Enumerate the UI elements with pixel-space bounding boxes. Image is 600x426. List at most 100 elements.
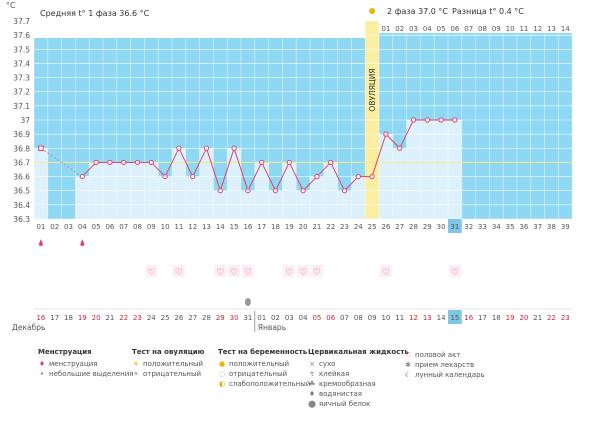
- egg-white-icon: [244, 298, 251, 306]
- grey-sun-icon: ☀: [132, 370, 140, 378]
- cycle-day-label: 29: [423, 223, 432, 231]
- series-segment: [233, 148, 249, 191]
- y-tick-label: 36.5: [13, 187, 30, 196]
- y-tick-label: 36.9: [13, 130, 30, 139]
- cycle-day-label: 35: [506, 223, 515, 231]
- cycle-day-label: 34: [492, 223, 501, 231]
- month-label-start: Декабрь: [12, 323, 45, 332]
- calendar-date-label: 05: [312, 314, 321, 322]
- y-tick-label: 37.2: [13, 88, 30, 97]
- legend-mucus-dry-item: × сухо: [309, 360, 336, 368]
- top-day-label: 05: [437, 25, 446, 33]
- half-circle-icon: ◐: [218, 380, 226, 388]
- temperature-column: [434, 120, 448, 219]
- calendar-date-label: 20: [519, 314, 528, 322]
- temperature-column: [34, 148, 48, 219]
- legend-mucus-sticky-item: τ клейкая: [309, 370, 350, 378]
- today-date-highlight: [448, 310, 462, 324]
- top-day-label: 06: [450, 25, 459, 33]
- temperature-column: [351, 176, 366, 219]
- calendar-date-label: 09: [368, 314, 377, 322]
- heart-icon: ♡: [382, 268, 390, 278]
- calendar-date-label: 21: [105, 314, 114, 322]
- heart-icon: ♡: [299, 268, 307, 278]
- legend-mucus-eggwhite-item: ⬤ яичный белок: [308, 400, 371, 408]
- data-point: [383, 131, 389, 137]
- series-segment: [40, 147, 83, 177]
- cycle-day-label: 07: [119, 223, 128, 231]
- y-tick-label: 37.5: [13, 45, 30, 54]
- heart-icon-cell: [214, 265, 227, 277]
- legend-ovulation-positive-item: ☀ положительный: [132, 360, 204, 368]
- creamy-icon: ☘: [308, 380, 316, 388]
- y-tick-label: 37.7: [13, 17, 30, 26]
- heart-icon: ♡: [285, 268, 293, 278]
- calendar-date-label: 16: [464, 314, 473, 322]
- temperature-column: [310, 176, 324, 219]
- calendar-date-label: 13: [423, 314, 432, 322]
- temperature-column: [158, 176, 172, 219]
- data-point: [452, 117, 458, 123]
- cycle-day-label: 18: [271, 223, 280, 231]
- cycle-day-label: 17: [257, 223, 266, 231]
- heart-icon: ♡: [404, 351, 412, 359]
- temperature-column: [227, 148, 241, 219]
- data-point: [369, 173, 375, 180]
- heart-icon-cell: [242, 265, 254, 277]
- small-drop-icon: •: [39, 370, 45, 378]
- legend-mucus-watery-item: ♦ водянистая: [308, 390, 363, 398]
- cycle-day-label: 21: [312, 223, 321, 231]
- top-day-label: 10: [506, 25, 515, 33]
- temperature-column: [406, 120, 421, 219]
- calendar-date-label: 12: [409, 314, 418, 322]
- sun-icon: [369, 8, 376, 14]
- calendar-date-label: 06: [326, 314, 335, 322]
- legend-ovulation-test-title: Тест на овуляцию: [132, 348, 205, 356]
- cycle-day-label: 31: [450, 223, 459, 231]
- cycle-day-label: 32: [464, 223, 473, 231]
- data-point: [438, 117, 444, 123]
- cycle-day-label: 22: [326, 223, 335, 231]
- phase2-header-bg: [379, 21, 572, 33]
- top-day-label: 01: [381, 25, 390, 33]
- calendar-date-label: 15: [450, 314, 459, 322]
- calendar-date-label: 24: [147, 314, 156, 322]
- calendar-date-label: 10: [381, 314, 390, 322]
- calendar-date-label: 31: [243, 314, 252, 322]
- cycle-day-label: 30: [437, 223, 446, 231]
- series-segment: [219, 148, 235, 191]
- calendar-date-label: 03: [285, 314, 294, 322]
- yellow-circle-icon: ●: [218, 360, 226, 368]
- series-segment: [385, 133, 401, 149]
- calendar-date-label: 22: [119, 314, 128, 322]
- y-tick-label: 37.1: [13, 102, 30, 111]
- calendar-date-label: 21: [533, 314, 542, 322]
- blood-drop-icon: [80, 239, 85, 246]
- data-point: [217, 188, 223, 194]
- calendar-date-label: 20: [92, 314, 101, 322]
- sun-icon: ☀: [132, 360, 140, 368]
- phase1-header-bg: [34, 21, 366, 38]
- data-point: [410, 117, 417, 123]
- legend-menstruation-item: ♦ менструация: [38, 360, 98, 368]
- cycle-day-label: 36: [519, 223, 528, 231]
- series-segment: [344, 176, 359, 192]
- cycle-day-label: 19: [285, 223, 294, 231]
- data-point: [341, 188, 348, 194]
- cycle-day-label: 12: [188, 223, 197, 231]
- legend-pregnancy-weak-item: ◐ слабоположительный: [218, 380, 311, 388]
- heart-icon-cell: [283, 265, 296, 277]
- heart-icon: ♡: [451, 268, 459, 278]
- top-day-label: 07: [464, 25, 473, 33]
- calendar-date-label: 04: [299, 314, 308, 322]
- heart-icon-cell: [173, 265, 185, 277]
- cycle-day-label: 16: [243, 223, 252, 231]
- moon-icon: ☾: [404, 371, 412, 379]
- data-point: [38, 145, 44, 151]
- cycle-day-axis[interactable]: 01 02 03 04 05 06 07 08 09 10 11 12 13 14 15 16 17 18 19 20…: [36, 219, 570, 233]
- cycle-day-label: 15: [230, 223, 239, 231]
- series-segment: [302, 176, 318, 192]
- calendar-date-label: 07: [340, 314, 349, 322]
- heart-icon-cell: [449, 265, 461, 277]
- data-point: [328, 159, 334, 166]
